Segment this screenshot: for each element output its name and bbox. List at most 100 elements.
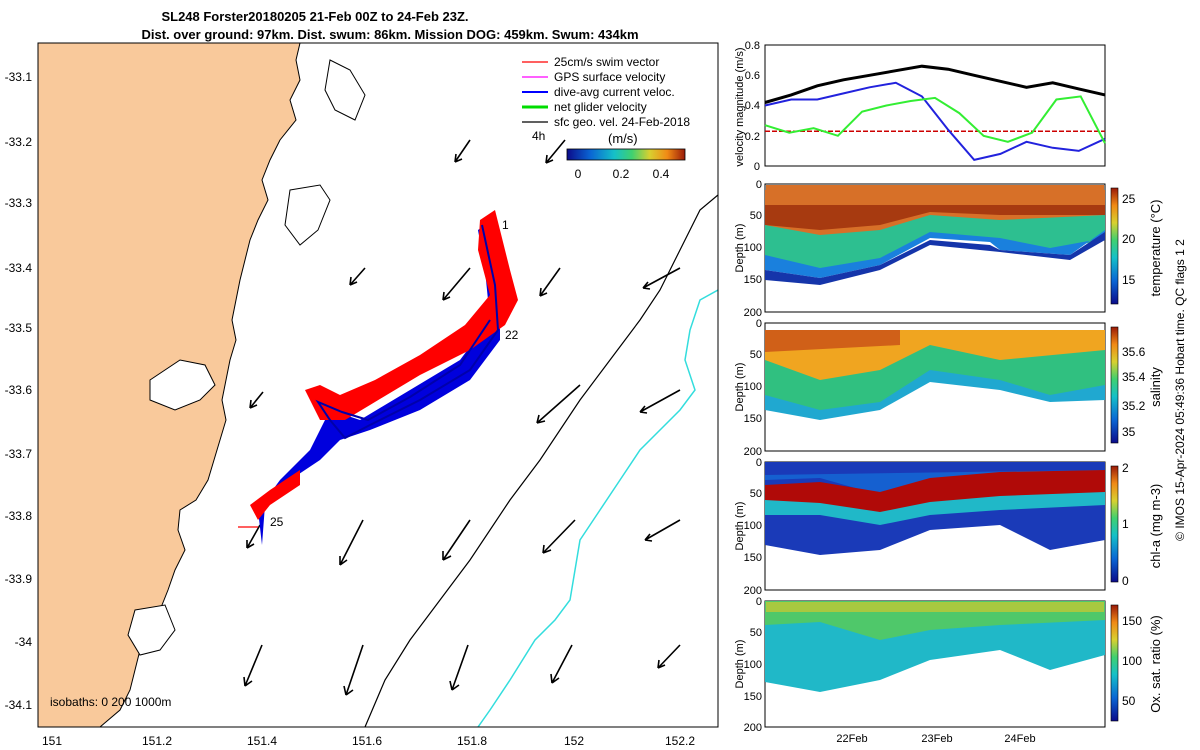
lat-tick: -34.1 [5, 698, 33, 712]
depth-tick: 0 [756, 457, 762, 469]
vel-ytick: 0 [754, 161, 760, 173]
depth-tick: 200 [744, 307, 762, 319]
depth-ylabel: Depth (m) [734, 640, 746, 689]
depth-tick: 50 [750, 349, 762, 361]
map-lon-ticks: 151 151.2 151.4 151.6 151.8 152 152.2 [42, 734, 695, 748]
depth-tick: 0 [756, 596, 762, 608]
cbar-tick: 2 [1122, 461, 1129, 475]
colorbar-label: (m/s) [608, 131, 638, 146]
salinity-label: salinity [1148, 367, 1163, 407]
profile-chl-a [764, 461, 1106, 591]
lon-tick: 151.8 [457, 734, 487, 748]
colorbar-tick: 0.2 [613, 167, 630, 181]
cbar-tick: 0 [1122, 574, 1129, 588]
velocity-chart: 0 0.2 0.4 0.6 0.8 velocity magnitude (m/… [734, 40, 1106, 173]
cbar-tick: 35.4 [1122, 370, 1146, 384]
colorbar-tick: 0.4 [653, 167, 670, 181]
title-line1: SL248 Forster20180205 21-Feb 00Z to 24-F… [161, 9, 468, 24]
cbar-tick: 35.6 [1122, 345, 1146, 359]
cbar-tick: 25 [1122, 192, 1136, 206]
cbar-tick: 35 [1122, 425, 1136, 439]
lon-tick: 151.6 [352, 734, 382, 748]
lat-tick: -33.2 [5, 135, 33, 149]
current-vectors [243, 139, 681, 696]
depth-tick: 150 [744, 274, 762, 286]
temperature-label: temperature (°C) [1148, 200, 1163, 297]
title-line2: Dist. over ground: 97km. Dist. swum: 86k… [141, 27, 638, 42]
depth-tick: 150 [744, 413, 762, 425]
lat-tick: -33.1 [5, 70, 33, 84]
lat-tick: -33.7 [5, 447, 33, 461]
salinity-colorbar [1110, 326, 1119, 444]
lon-tick: 151.2 [142, 734, 172, 748]
footer-credit: © IMOS 15-Apr-2024 05:49:36 Hobart time.… [1173, 239, 1187, 541]
depth-tick: 200 [744, 446, 762, 458]
oxygen-label: Ox. sat. ratio (%) [1148, 615, 1163, 713]
lon-tick: 152.2 [665, 734, 695, 748]
legend-label: GPS surface velocity [554, 70, 665, 84]
lat-tick: -33.9 [5, 572, 33, 586]
depth-tick: 150 [744, 552, 762, 564]
depth-tick: 150 [744, 691, 762, 703]
colorbar-corner-label: 4h [532, 129, 545, 143]
depth-ylabel: Depth (m) [734, 224, 746, 273]
lat-tick: -33.4 [5, 261, 33, 275]
isobath-1000m [364, 194, 718, 727]
cbar-tick: 35.2 [1122, 399, 1146, 413]
depth-tick: 200 [744, 585, 762, 597]
vel-ytick: 0.2 [745, 131, 760, 143]
lat-tick: -34 [15, 635, 33, 649]
net-glider-velocity-line [764, 95, 1106, 144]
lat-tick: -33.8 [5, 509, 33, 523]
depth-tick: 100 [744, 381, 762, 393]
legend-label: net glider velocity [554, 100, 647, 114]
temperature-colorbar [1110, 187, 1119, 305]
profile-colorbars: 15 20 25 temperature (°C) 35 35.2 35.4 3… [1110, 187, 1163, 722]
cbar-tick: 15 [1122, 273, 1136, 287]
map-colorbar [566, 148, 686, 161]
depth-tick: 50 [750, 627, 762, 639]
vel-ylabel: velocity magnitude (m/s) [734, 47, 746, 166]
time-tick: 22Feb [836, 733, 867, 745]
depth-tick: 50 [750, 488, 762, 500]
vel-ytick: 0.8 [745, 40, 760, 52]
cbar-tick: 100 [1122, 654, 1142, 668]
time-ticks: 22Feb 23Feb 24Feb [836, 733, 1035, 745]
profile-oxygen [764, 600, 1106, 728]
time-tick: 23Feb [921, 733, 952, 745]
oxygen-colorbar [1110, 604, 1119, 722]
speed-over-ground-line [764, 64, 1106, 104]
chl-a-label: chl-a (mg m-3) [1148, 484, 1163, 569]
legend-label: sfc geo. vel. 24-Feb-2018 [554, 115, 690, 129]
lat-tick: -33.5 [5, 321, 33, 335]
dive-avg-current-line [764, 81, 1106, 162]
profile-temperature [764, 183, 1106, 313]
lon-tick: 151.4 [247, 734, 277, 748]
depth-axes: Depth (m) Depth (m) Depth (m) Depth (m) … [734, 179, 762, 734]
isobath-200m [477, 289, 718, 727]
depth-tick: 100 [744, 520, 762, 532]
legend-label: 25cm/s swim vector [554, 55, 659, 69]
isobath-label: isobaths: 0 200 1000m [50, 695, 171, 709]
lon-tick: 151 [42, 734, 62, 748]
map-lat-ticks: -33.1 -33.2 -33.3 -33.4 -33.5 -33.6 -33.… [5, 70, 33, 712]
depth-tick: 0 [756, 179, 762, 191]
time-tick: 24Feb [1004, 733, 1035, 745]
map-legend: 25cm/s swim vector GPS surface velocity … [522, 55, 690, 181]
profile-salinity [764, 322, 1106, 452]
depth-tick: 50 [750, 210, 762, 222]
map-frame [37, 42, 719, 728]
depth-tick: 100 [744, 659, 762, 671]
legend-label: dive-avg current veloc. [554, 85, 675, 99]
cbar-tick: 50 [1122, 694, 1136, 708]
depth-tick: 100 [744, 242, 762, 254]
vel-ytick: 0.6 [745, 70, 760, 82]
cbar-tick: 1 [1122, 517, 1129, 531]
waypoint-label-1: 1 [502, 218, 509, 232]
depth-tick: 0 [756, 318, 762, 330]
depth-ylabel: Depth (m) [734, 363, 746, 412]
lat-tick: -33.3 [5, 196, 33, 210]
colorbar-tick: 0 [575, 167, 582, 181]
depth-tick: 200 [744, 722, 762, 734]
